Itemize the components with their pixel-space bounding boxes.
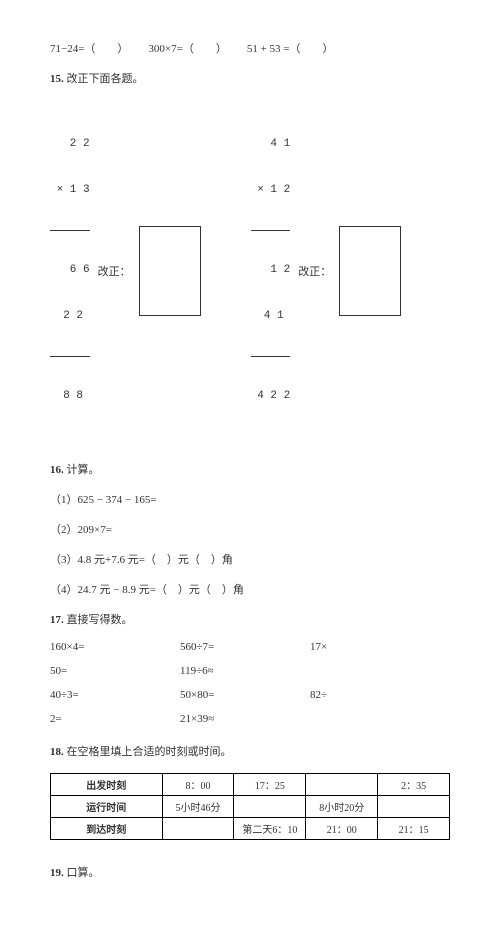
table-cell <box>162 818 234 840</box>
q18-table: 出发时刻 8：00 17：25 2：35 运行时间 5小时46分 8小时20分 … <box>50 773 450 840</box>
calc-cell <box>310 713 410 725</box>
correct-label: 改正： <box>298 263 331 279</box>
q15-heading: 15. 改正下面各题。 <box>50 70 450 86</box>
calc-cell: 40÷3= <box>50 689 180 701</box>
math-row: 8 8 <box>50 389 90 404</box>
q18-title: 在空格里填上合适的时刻或时间。 <box>67 746 232 758</box>
math-row: 6 6 <box>50 263 90 278</box>
table-row: 出发时刻 8：00 17：25 2：35 <box>51 774 450 796</box>
calc-cell: 82÷ <box>310 689 410 701</box>
table-cell: 到达时刻 <box>51 818 163 840</box>
table-cell: 第二天6：10 <box>234 818 306 840</box>
calc-cell: 119÷6≈ <box>180 665 310 677</box>
calc-cell: 2= <box>50 713 180 725</box>
q14-item: 51 + 53 =（ ） <box>247 40 334 56</box>
q17-grid: 160×4= 560÷7= 17× 50= 119÷6≈ 40÷3= 50×80… <box>50 641 450 725</box>
calc-cell: 21×39≈ <box>180 713 310 725</box>
q14-item: 300×7=（ ） <box>148 40 226 56</box>
calc-cell: 50= <box>50 665 180 677</box>
q16-title: 计算。 <box>67 464 100 476</box>
table-cell <box>378 796 450 818</box>
calc-cell: 17× <box>310 641 410 653</box>
calc-cell: 560÷7= <box>180 641 310 653</box>
math-row: × 1 2 <box>251 183 291 198</box>
q15-title: 改正下面各题。 <box>67 73 144 85</box>
q16-item: （2）209×7= <box>50 521 450 537</box>
math-row: × 1 3 <box>50 183 90 198</box>
q18-number: 18. <box>50 746 64 758</box>
math-rule <box>251 230 291 231</box>
q18-heading: 18. 在空格里填上合适的时刻或时间。 <box>50 743 450 759</box>
table-cell: 5小时46分 <box>162 796 234 818</box>
math-rule <box>50 356 90 357</box>
q15-number: 15. <box>50 73 64 85</box>
table-row: 运行时间 5小时46分 8小时20分 <box>51 796 450 818</box>
table-cell <box>234 796 306 818</box>
q17-number: 17. <box>50 614 64 626</box>
q17-title: 直接写得数。 <box>67 614 133 626</box>
q14-row: 71−24=（ ） 300×7=（ ） 51 + 53 =（ ） <box>50 40 450 56</box>
q19-title: 口算。 <box>67 867 100 879</box>
math-row: 4 1 <box>251 309 291 324</box>
q14-item: 71−24=（ ） <box>50 40 128 56</box>
calc-cell: 160×4= <box>50 641 180 653</box>
calc-cell: 50×80= <box>180 689 310 701</box>
math-rule <box>251 356 291 357</box>
table-cell: 8小时20分 <box>306 796 378 818</box>
q19-number: 19. <box>50 867 64 879</box>
q15-left: 2 2 × 1 3 6 6 2 2 8 8 改正： <box>50 106 201 435</box>
vertical-math-right: 4 1 × 1 2 1 2 4 1 4 2 2 <box>251 106 291 435</box>
q15-content: 2 2 × 1 3 6 6 2 2 8 8 改正： 4 1 × 1 2 1 2 … <box>50 106 450 435</box>
calc-cell <box>310 665 410 677</box>
q16-item: （3）4.8 元+7.6 元=（ ）元（ ）角 <box>50 551 450 567</box>
table-cell: 2：35 <box>378 774 450 796</box>
q16-number: 16. <box>50 464 64 476</box>
math-row: 4 1 <box>251 137 291 152</box>
q16-item: （1）625 − 374 − 165= <box>50 491 450 507</box>
table-cell: 出发时刻 <box>51 774 163 796</box>
math-row: 4 2 2 <box>251 389 291 404</box>
answer-box <box>339 226 401 316</box>
correct-label: 改正： <box>98 263 131 279</box>
q16-item: （4）24.7 元 − 8.9 元=（ ）元（ ）角 <box>50 581 450 597</box>
q16-heading: 16. 计算。 <box>50 461 450 477</box>
table-cell: 运行时间 <box>51 796 163 818</box>
math-rule <box>50 230 90 231</box>
math-row: 2 2 <box>50 137 90 152</box>
table-cell: 17：25 <box>234 774 306 796</box>
math-row: 2 2 <box>50 309 90 324</box>
table-cell: 21：00 <box>306 818 378 840</box>
q19-heading: 19. 口算。 <box>50 864 450 880</box>
table-cell <box>306 774 378 796</box>
table-cell: 8：00 <box>162 774 234 796</box>
table-row: 到达时刻 第二天6：10 21：00 21：15 <box>51 818 450 840</box>
q15-right: 4 1 × 1 2 1 2 4 1 4 2 2 改正： <box>251 106 402 435</box>
table-cell: 21：15 <box>378 818 450 840</box>
answer-box <box>139 226 201 316</box>
math-row: 1 2 <box>251 263 291 278</box>
q17-heading: 17. 直接写得数。 <box>50 611 450 627</box>
vertical-math-left: 2 2 × 1 3 6 6 2 2 8 8 <box>50 106 90 435</box>
